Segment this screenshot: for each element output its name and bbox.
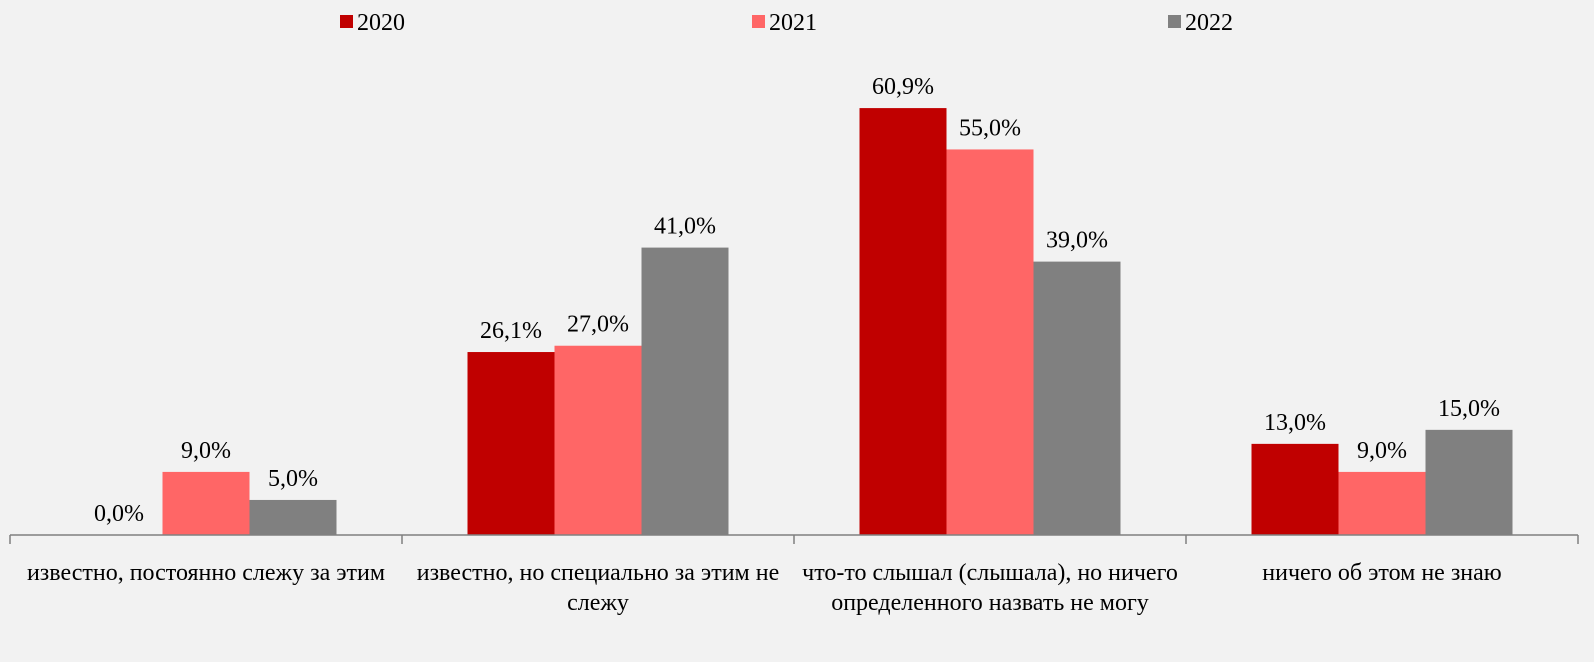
value-label: 9,0%	[181, 438, 231, 464]
bar	[467, 352, 555, 535]
bar	[641, 247, 729, 535]
bar	[1338, 471, 1426, 535]
legend-swatch	[752, 15, 765, 28]
bar	[554, 345, 642, 535]
value-label: 26,1%	[480, 318, 542, 344]
value-label: 5,0%	[268, 466, 318, 492]
bar	[1033, 261, 1121, 535]
bar	[1251, 443, 1339, 535]
value-label: 55,0%	[959, 115, 1021, 141]
bar	[249, 499, 337, 535]
legend-swatch	[340, 15, 353, 28]
value-label: 41,0%	[654, 214, 716, 240]
value-label: 13,0%	[1264, 410, 1326, 436]
bar	[859, 108, 947, 535]
legend-label: 2021	[769, 10, 817, 36]
bar	[1425, 429, 1513, 535]
value-label: 27,0%	[567, 312, 629, 338]
x-tick-label: известно, постоянно слежу за этим	[26, 560, 386, 586]
x-tick-label: что-то слышал (слышала), но ничего опред…	[802, 560, 1178, 616]
value-label: 39,0%	[1046, 228, 1108, 254]
value-label: 60,9%	[872, 74, 934, 100]
value-label: 15,0%	[1438, 396, 1500, 422]
legend-label: 2020	[357, 10, 405, 36]
value-label: 9,0%	[1357, 438, 1407, 464]
bar	[946, 149, 1034, 535]
value-label: 0,0%	[94, 501, 144, 527]
legend-label: 2022	[1185, 10, 1233, 36]
bar	[162, 471, 250, 535]
legend-swatch	[1168, 15, 1181, 28]
x-tick-label: известно, но специально за этим не слежу	[416, 560, 780, 616]
x-tick-label: ничего об этом не знаю	[1262, 560, 1502, 586]
